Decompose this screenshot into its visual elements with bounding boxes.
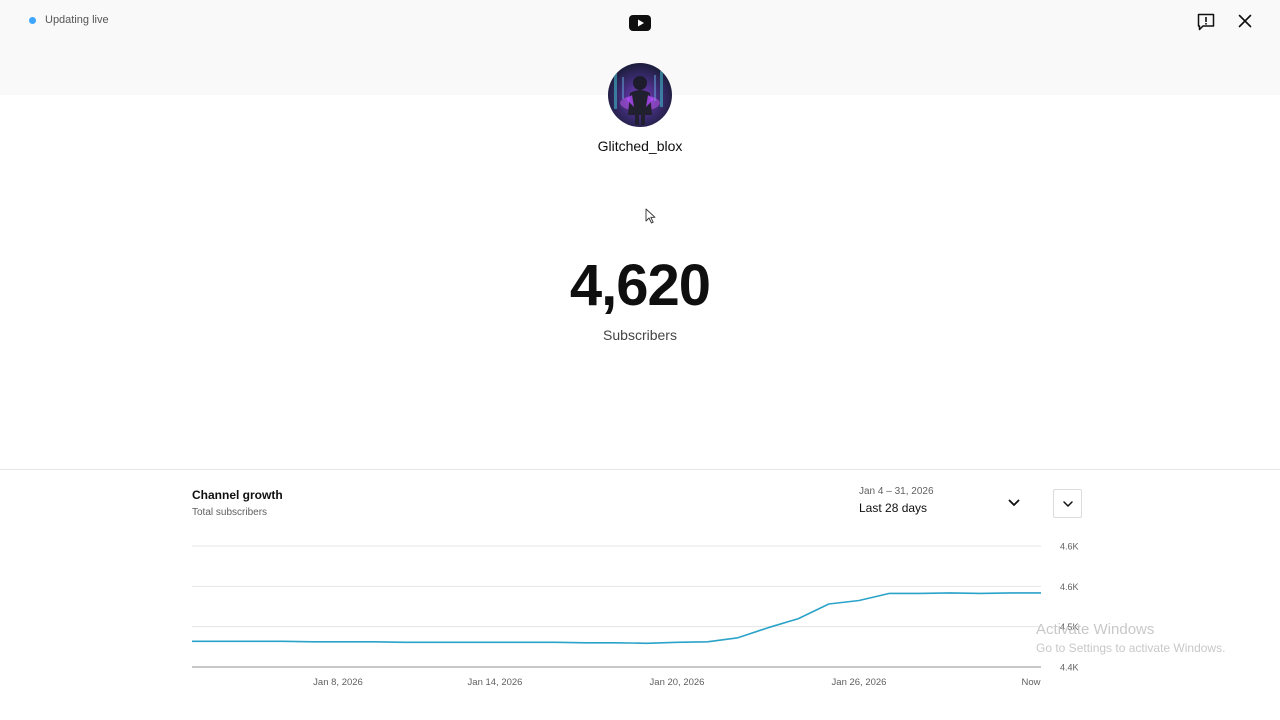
live-status: Updating live <box>29 14 109 26</box>
x-tick-label: Jan 26, 2026 <box>832 677 887 688</box>
x-tick-label: Jan 14, 2026 <box>468 677 523 688</box>
youtube-logo-icon <box>629 15 651 31</box>
y-tick-label: 4.6K <box>1060 582 1079 592</box>
watermark-subtitle: Go to Settings to activate Windows. <box>1036 641 1226 655</box>
subscriber-count: 4,620 <box>569 253 711 318</box>
section-divider <box>0 469 1280 470</box>
date-range-dates: Jan 4 – 31, 2026 <box>859 486 934 497</box>
x-tick-label: Now <box>1021 677 1040 688</box>
y-tick-label: 4.4K <box>1060 663 1079 673</box>
close-icon[interactable] <box>1235 11 1255 31</box>
subscriber-label: Subscribers <box>603 327 677 343</box>
date-range-label: Last 28 days <box>859 501 928 515</box>
channel-growth-chart: 4.4K 4.5K 4.6K 4.6K Jan 8, 2026 Jan 14, 2026 J… <box>192 542 1079 688</box>
watermark-title: Activate Windows <box>1036 621 1155 638</box>
expand-chart-button[interactable] <box>1053 489 1082 518</box>
avatar-image <box>608 63 672 127</box>
date-range-selector[interactable]: Jan 4 – 31, 2026 Last 28 days <box>859 486 934 515</box>
growth-subtitle: Total subscribers <box>192 507 268 518</box>
mouse-cursor-icon <box>645 208 656 224</box>
channel-name: Glitched_blox <box>597 138 683 154</box>
live-status-text: Updating live <box>45 14 109 26</box>
y-tick-label: 4.6K <box>1060 542 1079 552</box>
series-line <box>192 592 1041 645</box>
y-tick-label: 4.5K <box>1060 622 1079 632</box>
growth-title: Channel growth <box>192 488 283 502</box>
chevron-down-icon[interactable] <box>1006 495 1022 511</box>
feedback-icon[interactable] <box>1196 12 1216 32</box>
windows-activation-watermark: Activate Windows Go to Settings to activ… <box>1036 621 1225 655</box>
expand-chevron-icon <box>1062 500 1073 507</box>
x-tick-label: Jan 8, 2026 <box>313 677 363 688</box>
channel-avatar[interactable] <box>608 63 672 127</box>
live-indicator-dot <box>29 16 36 24</box>
x-tick-label: Jan 20, 2026 <box>650 677 705 688</box>
